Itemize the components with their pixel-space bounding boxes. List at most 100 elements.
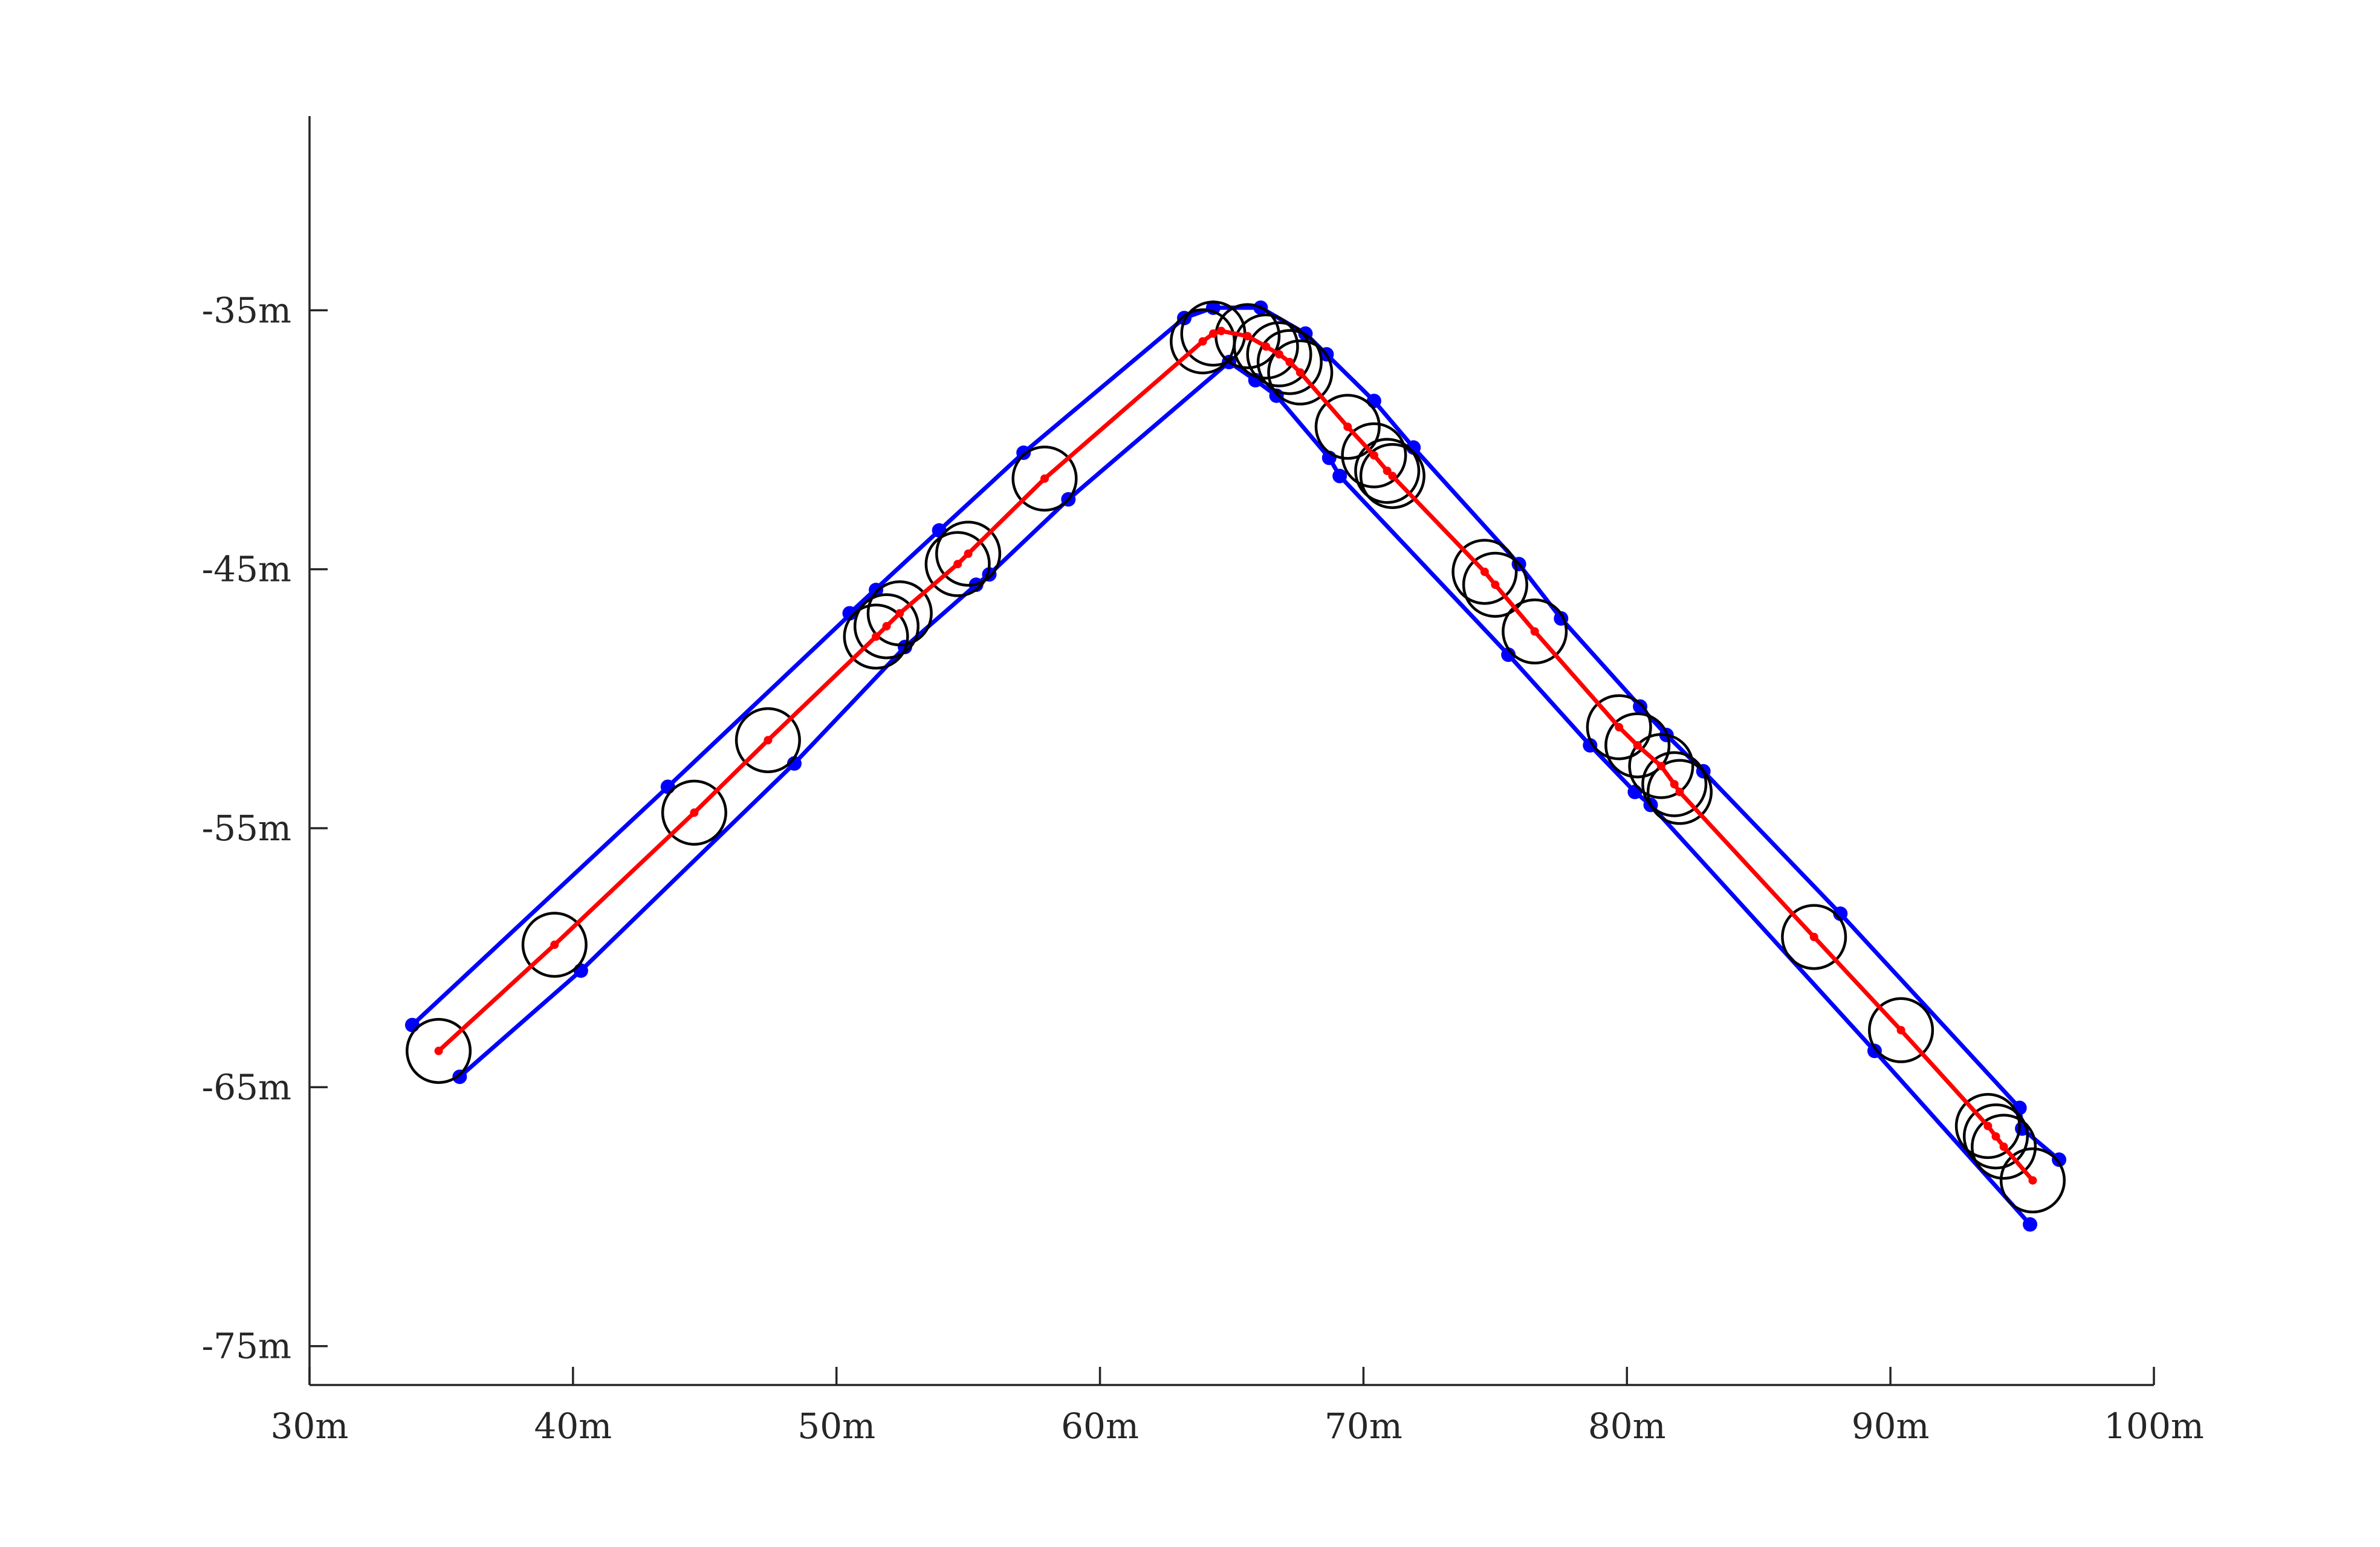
footprint-circle-18: [1341, 422, 1407, 488]
left-boundary-point-2: [869, 582, 884, 597]
x-tick-label-3: 60m: [1061, 1406, 1139, 1447]
y-tick-label-2: -55m: [202, 808, 291, 849]
x-tick-label-2: 50m: [797, 1406, 875, 1447]
left-boundary-point-18: [1833, 906, 1848, 921]
footprint-circle-30: [1868, 997, 1934, 1063]
footprint-circle-2: [661, 779, 727, 846]
footprint-circle-27: [1641, 751, 1708, 817]
footprint-circle-13: [1233, 313, 1299, 380]
centerline-point-34: [1999, 1142, 2008, 1151]
y-tick-label-4: -75m: [202, 1326, 291, 1367]
centerline-point-3: [764, 736, 773, 745]
centerline-point-26: [1633, 741, 1642, 750]
footprint-circle-26: [1628, 733, 1694, 799]
centerline-point-24: [1530, 627, 1539, 636]
right-boundary-point-2: [787, 756, 802, 771]
centerline-path: [434, 326, 2037, 1185]
centerline-point-0: [434, 1046, 443, 1056]
right-boundary-point-17: [2023, 1217, 2038, 1232]
centerline-point-4: [872, 632, 881, 641]
footprint-circle-4: [843, 603, 909, 670]
centerline-point-21: [1388, 472, 1397, 481]
x-tick-label-4: 70m: [1325, 1406, 1402, 1447]
right-boundary-point-11: [1332, 469, 1347, 484]
centerline-point-2: [690, 808, 699, 817]
footprint-circle-15: [1256, 329, 1323, 395]
footprint-circle-17: [1314, 394, 1381, 460]
right-boundary-point-12: [1501, 647, 1516, 662]
footprint-circle-21: [1451, 539, 1518, 605]
right-boundary-point-16: [1867, 1043, 1882, 1059]
y-tick-label-0: -35m: [202, 290, 291, 331]
centerline-point-12: [1217, 326, 1226, 336]
left-boundary-point-5: [1016, 445, 1031, 460]
centerline-point-32: [1983, 1121, 1993, 1130]
left-boundary-point-11: [1366, 394, 1381, 409]
centerline-point-6: [895, 609, 904, 618]
centerline-point-14: [1262, 342, 1271, 351]
centerline-point-13: [1243, 332, 1252, 341]
centerline-point-15: [1275, 350, 1283, 359]
centerline-point-7: [953, 560, 962, 569]
centerline-point-31: [1896, 1026, 1905, 1035]
footprint-circle-32: [1962, 1103, 2029, 1170]
footprint-circle-3: [734, 707, 801, 773]
x-tick-label-6: 90m: [1852, 1406, 1930, 1447]
centerline-point-28: [1670, 780, 1679, 789]
x-tick-label-0: 30m: [271, 1406, 349, 1447]
centerline-point-19: [1369, 451, 1378, 460]
footprint-circle-9: [1011, 446, 1078, 512]
left-boundary-point-15: [1633, 699, 1648, 714]
left-boundary-point-1: [660, 779, 675, 794]
centerline-point-33: [1991, 1132, 2000, 1141]
left-boundary-line: [410, 305, 2061, 1161]
footprint-circle-25: [1604, 712, 1671, 779]
left-boundary-point-21: [2052, 1152, 2067, 1167]
footprint-circle-16: [1267, 339, 1334, 406]
centerline-point-22: [1480, 567, 1489, 576]
right-boundary-point-14: [1627, 785, 1642, 799]
centerline-point-8: [964, 549, 973, 558]
footprint-circle-8: [935, 521, 1002, 587]
centerline-point-30: [1809, 932, 1818, 941]
centerline-point-1: [550, 940, 559, 949]
footprint-circle-22: [1462, 551, 1528, 618]
footprint-circle-24: [1586, 694, 1652, 761]
footprint-circle-0: [406, 1017, 472, 1084]
footprint-circle-1: [521, 912, 588, 978]
centerline-point-23: [1491, 580, 1500, 589]
y-tick-label-3: -65m: [202, 1066, 291, 1108]
footprint-circle-33: [1971, 1114, 2037, 1180]
centerline-point-17: [1295, 368, 1305, 377]
footprint-circle-31: [1954, 1093, 2021, 1159]
axes: 30m 40m 50m 60m 70m 80m 90m 100m -35m -45m -55m -65…: [202, 116, 2204, 1447]
right-boundary-point-0: [452, 1069, 467, 1085]
y-tick-label-1: -45m: [202, 549, 291, 590]
footprint-circle-34: [1999, 1147, 2066, 1214]
centerline-point-5: [882, 621, 891, 631]
footprint-circle-28: [1646, 759, 1713, 825]
footprint-circle-19: [1354, 438, 1421, 504]
x-tick-label-7: 100m: [2104, 1406, 2204, 1447]
centerline-point-20: [1383, 466, 1392, 475]
footprint-circles: [406, 300, 2066, 1214]
footprint-circle-23: [1502, 598, 1568, 665]
footprint-circle-20: [1359, 443, 1425, 509]
centerline-point-9: [1040, 474, 1049, 483]
centerline-point-27: [1656, 762, 1665, 771]
left-boundary-point-0: [405, 1017, 420, 1033]
centerline-point-11: [1209, 329, 1218, 338]
footprint-circle-5: [853, 593, 920, 660]
right-boundary-point-13: [1583, 738, 1598, 753]
centerline-point-16: [1285, 357, 1294, 366]
centerline-point-35: [2028, 1176, 2037, 1185]
centerline-point-10: [1198, 337, 1207, 346]
left-boundary-point-3: [842, 606, 857, 621]
footprint-circle-14: [1246, 321, 1312, 388]
footprint-circle-6: [866, 580, 933, 647]
x-tick-label-5: 80m: [1588, 1406, 1666, 1447]
footprint-circle-29: [1781, 904, 1847, 970]
centerline-point-25: [1615, 722, 1624, 731]
right-boundary-point-1: [573, 963, 588, 978]
